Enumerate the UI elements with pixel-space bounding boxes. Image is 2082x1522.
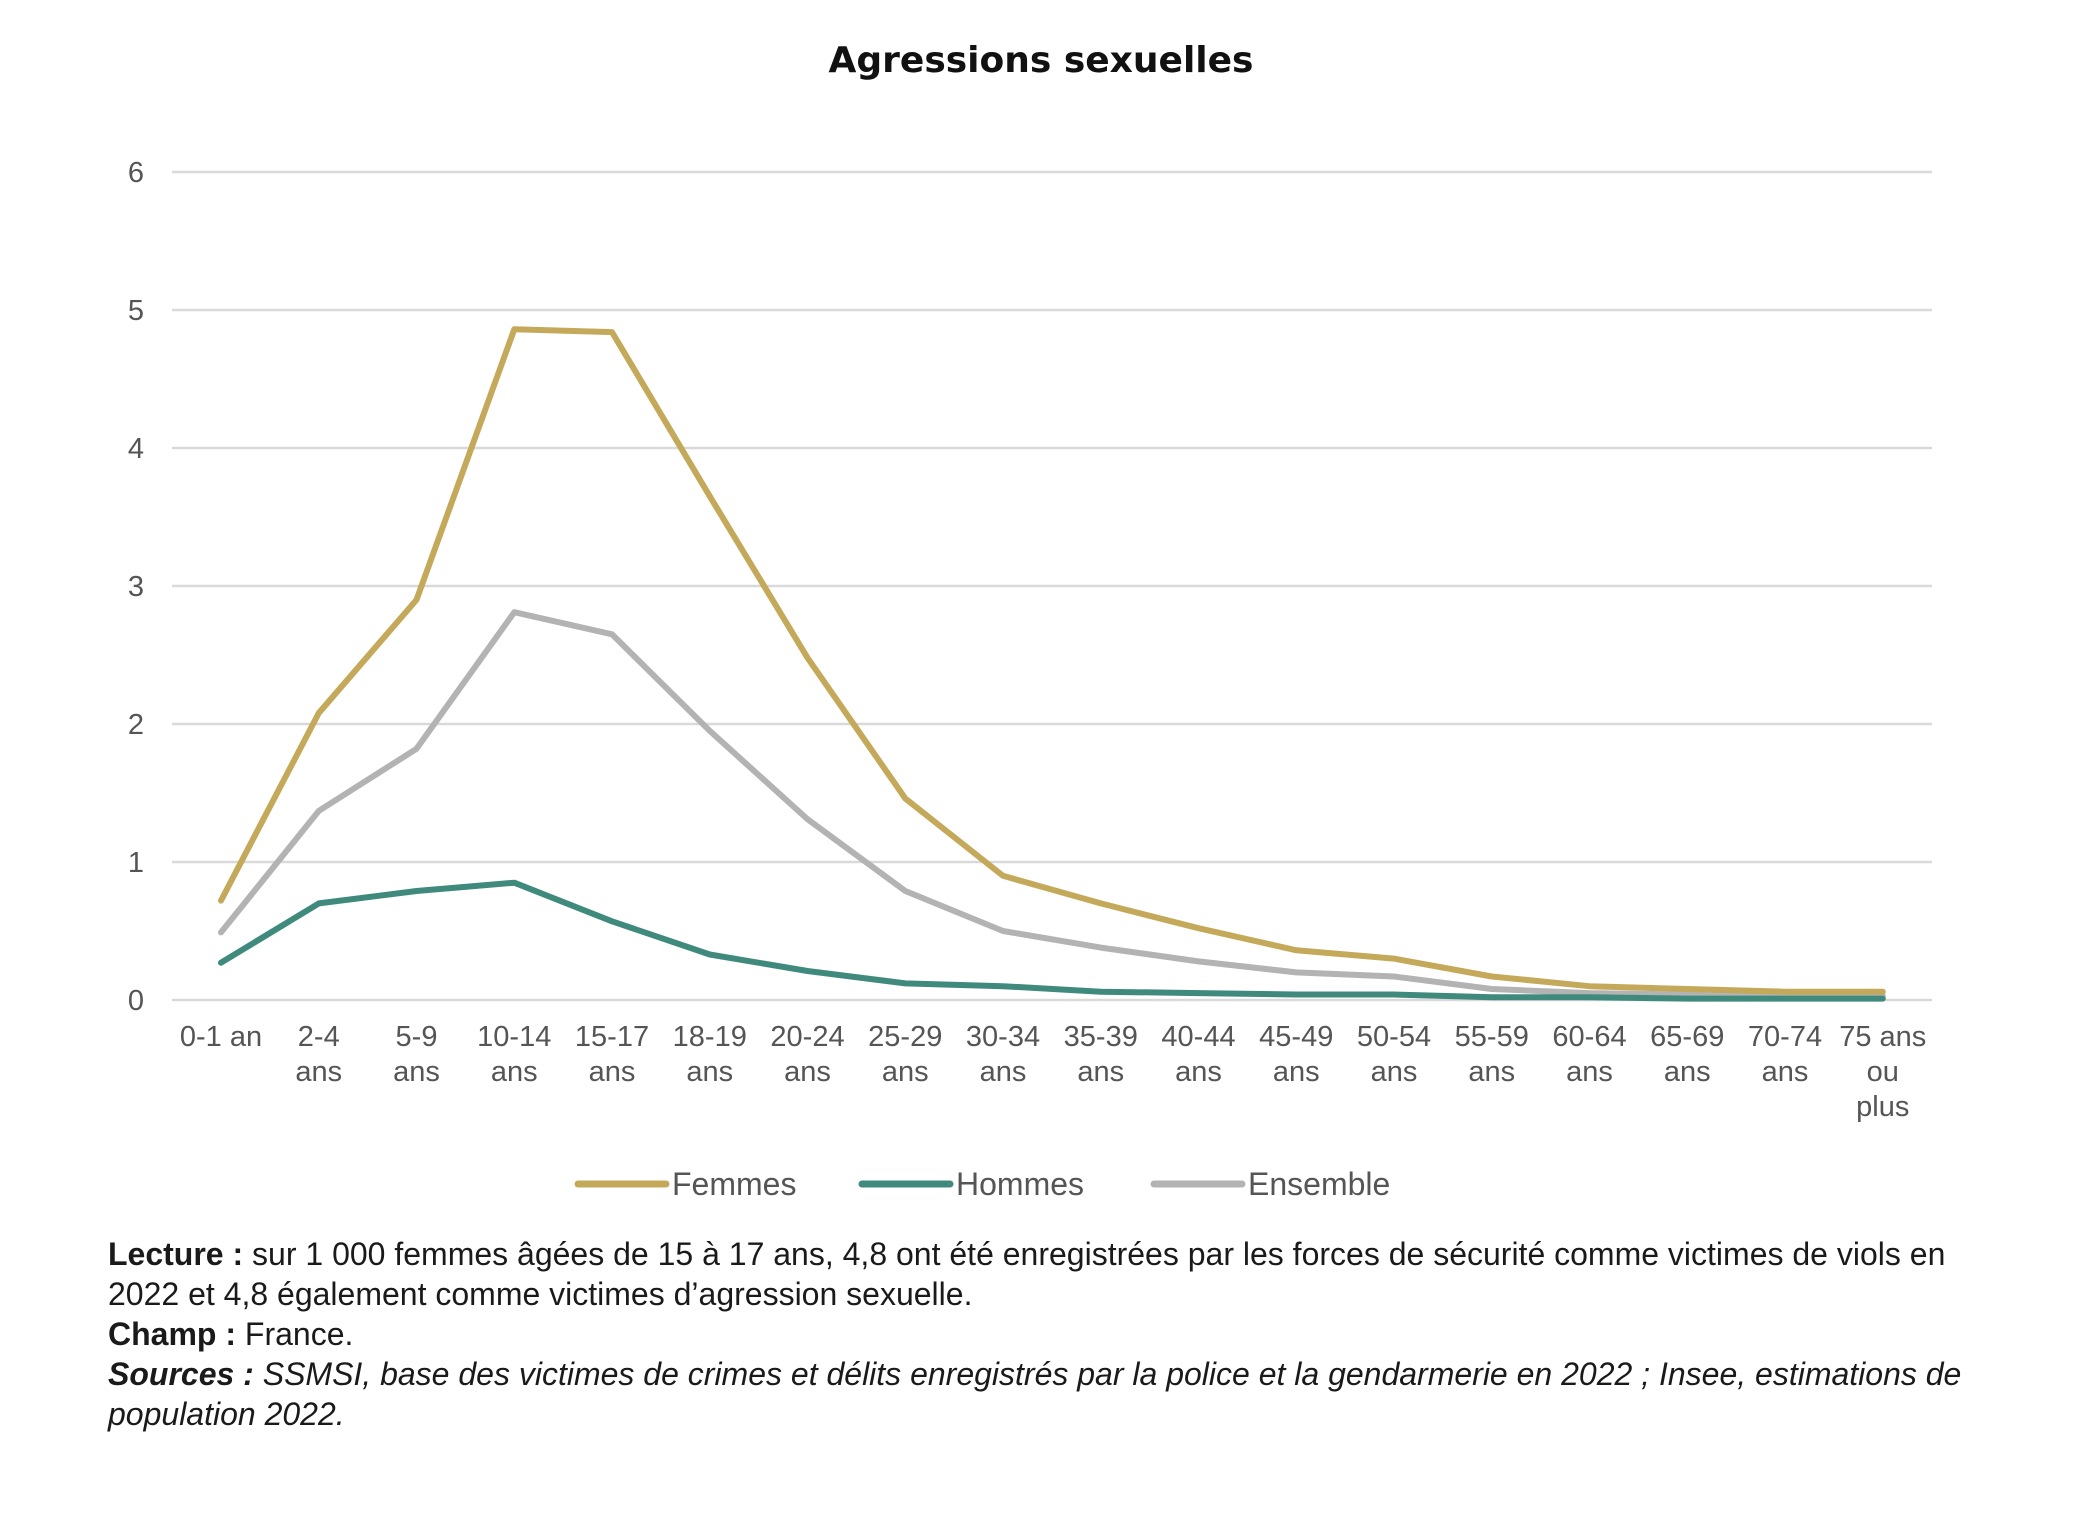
x-tick-line: ans	[393, 1056, 440, 1088]
x-tick-line: ans	[1468, 1056, 1515, 1088]
x-tick-line: ans	[686, 1056, 733, 1088]
x-tick-label: 20-24 ans	[770, 1021, 844, 1088]
lecture-text: sur 1 000 femmes âgées de 15 à 17 ans, 4…	[108, 1236, 1946, 1312]
x-tick-label: 60-64 ans	[1552, 1021, 1626, 1088]
x-tick-line: 35-39	[1064, 1021, 1138, 1053]
x-tick-label: 50-54 ans	[1357, 1021, 1431, 1088]
x-tick-label: 35-39 ans	[1064, 1021, 1138, 1088]
chart-notes: Lecture : sur 1 000 femmes âgées de 15 à…	[108, 1234, 1988, 1434]
x-tick-line: ans	[1273, 1056, 1320, 1088]
chart-title: Agressions sexuelles	[829, 40, 1254, 81]
x-tick-line: ans	[295, 1056, 342, 1088]
lecture-label: Lecture :	[108, 1236, 244, 1272]
x-tick-line: 45-49	[1259, 1021, 1333, 1053]
y-tick-label: 3	[128, 571, 144, 603]
champ-text: France.	[236, 1316, 354, 1352]
x-tick-line: ans	[1762, 1056, 1809, 1088]
legend-label-ensemble: Ensemble	[1248, 1166, 1390, 1202]
x-tick-line: 0-1 an	[180, 1021, 262, 1053]
sources-text: SSMSI, base des victimes de crimes et dé…	[108, 1356, 1962, 1432]
x-tick-label: 65-69 ans	[1650, 1021, 1724, 1088]
x-tick-line: ans	[1175, 1056, 1222, 1088]
x-tick-line: 60-64	[1552, 1021, 1626, 1053]
champ-note: Champ : France.	[108, 1314, 1988, 1354]
y-axis-ticks: 0 1 2 3 4 5 6	[128, 157, 144, 1017]
x-tick-line: ans	[589, 1056, 636, 1088]
y-tick-label: 0	[128, 985, 144, 1017]
legend-label-femmes: Femmes	[672, 1166, 796, 1202]
x-tick-label: 45-49 ans	[1259, 1021, 1333, 1088]
x-tick-line: ans	[882, 1056, 929, 1088]
x-tick-line: ans	[1371, 1056, 1418, 1088]
x-tick-label: 30-34 ans	[966, 1021, 1040, 1088]
x-tick-line: ans	[1566, 1056, 1613, 1088]
y-tick-label: 4	[128, 433, 144, 465]
x-tick-label: 40-44 ans	[1161, 1021, 1235, 1088]
series-line-femmes	[218, 326, 1886, 995]
x-tick-line: ans	[980, 1056, 1027, 1088]
x-tick-line: 25-29	[868, 1021, 942, 1053]
y-tick-label: 6	[128, 157, 144, 189]
x-tick-line: 75 ans	[1839, 1021, 1926, 1053]
series-line-hommes	[218, 879, 1886, 1002]
sources-note: Sources : SSMSI, base des victimes de cr…	[108, 1354, 1988, 1434]
x-tick-label: 0-1 an	[180, 1021, 262, 1053]
x-tick-line: 30-34	[966, 1021, 1040, 1053]
x-tick-label: 18-19 ans	[673, 1021, 747, 1088]
x-tick-line: 70-74	[1748, 1021, 1822, 1053]
x-tick-line: 2-4	[298, 1021, 340, 1053]
legend: Femmes Hommes Ensemble	[574, 1166, 1390, 1202]
series-lines	[218, 326, 1886, 1002]
series-line-ensemble	[218, 609, 1886, 999]
x-tick-label: 5-9 ans	[393, 1021, 440, 1088]
lecture-note: Lecture : sur 1 000 femmes âgées de 15 à…	[108, 1234, 1988, 1314]
x-tick-line: 40-44	[1161, 1021, 1235, 1053]
champ-label: Champ :	[108, 1316, 236, 1352]
x-tick-line: 5-9	[396, 1021, 438, 1053]
x-tick-label: 25-29 ans	[868, 1021, 942, 1088]
x-tick-line: 20-24	[770, 1021, 844, 1053]
x-tick-label: 75 ans ou plus	[1839, 1021, 1926, 1123]
x-tick-label: 70-74 ans	[1748, 1021, 1822, 1088]
x-tick-line: ans	[491, 1056, 538, 1088]
x-tick-line: ans	[1664, 1056, 1711, 1088]
y-tick-label: 2	[128, 709, 144, 741]
x-tick-line: 55-59	[1455, 1021, 1529, 1053]
x-tick-line: ans	[1077, 1056, 1124, 1088]
gridlines	[172, 170, 1932, 1002]
x-tick-label: 55-59 ans	[1455, 1021, 1529, 1088]
x-tick-line: plus	[1856, 1091, 1909, 1123]
x-tick-label: 15-17 ans	[575, 1021, 649, 1088]
x-tick-line: ou	[1867, 1056, 1899, 1088]
y-tick-label: 1	[128, 847, 144, 879]
x-tick-label: 10-14 ans	[477, 1021, 551, 1088]
legend-label-hommes: Hommes	[956, 1166, 1084, 1202]
x-tick-line: 65-69	[1650, 1021, 1724, 1053]
x-tick-line: 50-54	[1357, 1021, 1431, 1053]
x-tick-line: 15-17	[575, 1021, 649, 1053]
y-tick-label: 5	[128, 295, 144, 327]
x-tick-line: ans	[784, 1056, 831, 1088]
x-tick-label: 2-4 ans	[295, 1021, 342, 1088]
sources-label: Sources :	[108, 1356, 254, 1392]
x-tick-line: 10-14	[477, 1021, 551, 1053]
x-tick-line: 18-19	[673, 1021, 747, 1053]
